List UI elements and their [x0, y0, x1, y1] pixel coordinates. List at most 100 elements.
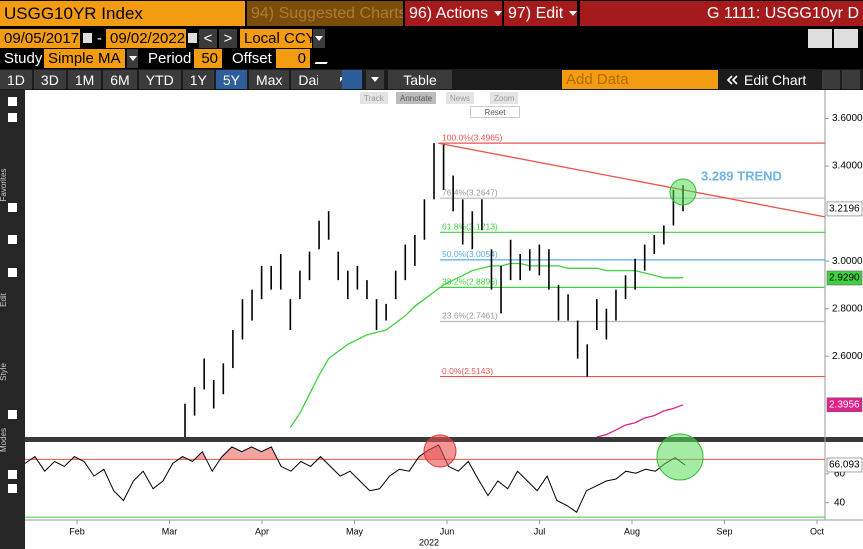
ticker: USGG10YR Index — [4, 3, 143, 23]
x-tick-label: May — [346, 526, 364, 536]
calendar-icon[interactable] — [83, 33, 92, 43]
chart-tool[interactable]: Annotate — [396, 92, 437, 104]
period-value: 50 — [201, 50, 218, 67]
currency-field[interactable]: Local CCY — [240, 29, 312, 48]
period-button[interactable]: Max — [248, 70, 290, 89]
redo-button[interactable] — [834, 29, 858, 48]
offset-text: Offset — [232, 50, 272, 67]
caret — [494, 11, 502, 16]
expand-icon[interactable] — [842, 70, 860, 89]
sidebar-icon[interactable] — [8, 97, 17, 106]
caret — [315, 36, 323, 41]
period-button[interactable]: 1Y — [182, 70, 214, 89]
calendar-icon[interactable] — [188, 33, 197, 43]
period-button[interactable]: 5Y — [215, 70, 247, 89]
period-field[interactable]: 50 — [194, 49, 222, 68]
x-tick-label: Feb — [69, 526, 85, 536]
fib-label: 100.0%(3.4965) — [442, 132, 503, 142]
line-icon[interactable] — [318, 70, 340, 89]
offset-field[interactable]: 0 — [276, 49, 310, 68]
sidebar-icon[interactable] — [8, 113, 17, 122]
suggested-label: 94) Suggested Charts — [251, 4, 403, 22]
actions-button[interactable]: 96) Actions — [405, 1, 502, 26]
undo-button[interactable] — [808, 29, 832, 48]
start-date-text: 09/05/2017 — [4, 30, 80, 47]
next-button[interactable]: > — [219, 29, 237, 48]
sidebar-icon[interactable] — [8, 235, 17, 244]
y-tick-label: 3.4000 — [832, 161, 863, 172]
period-button[interactable]: YTD — [138, 70, 181, 89]
x-tick-label: Jul — [534, 526, 546, 536]
x-tick-label: Oct — [810, 526, 825, 536]
bar-icon[interactable] — [342, 70, 362, 89]
separator: - — [97, 30, 102, 47]
sidebar-label: Favorites — [0, 169, 8, 202]
study-dropdown[interactable] — [127, 49, 138, 68]
page-title: G 1111: USGG10yr D — [580, 1, 863, 26]
caret — [128, 56, 137, 61]
sidebar-label: Modes — [0, 428, 8, 452]
period-button[interactable]: 1D — [0, 70, 32, 89]
start-date[interactable]: 09/05/2017 — [0, 29, 80, 48]
currency-dropdown[interactable] — [313, 29, 325, 48]
suggested-button[interactable]: 94) Suggested Charts — [247, 1, 403, 26]
sidebar-icon[interactable] — [8, 470, 17, 479]
sidebar-icon[interactable] — [8, 484, 17, 493]
add-data-label: Add Data — [566, 71, 629, 88]
sidebar-icon[interactable] — [8, 410, 17, 419]
study-text: Study — [4, 50, 43, 67]
sidebar-label: Style — [0, 363, 8, 381]
last-value-label: 2.3956 — [829, 399, 860, 410]
x-tick-label: Sep — [716, 526, 732, 536]
edit-chart-label: Edit Chart — [744, 71, 807, 88]
x-tick-label: Apr — [255, 526, 269, 536]
caret — [371, 77, 379, 82]
settings-icon[interactable] — [822, 70, 840, 89]
next: > — [223, 30, 233, 47]
caret — [569, 11, 577, 16]
last-value-box — [826, 201, 863, 217]
edit-button[interactable]: 97) Edit — [504, 1, 577, 26]
period-button[interactable]: 6M — [103, 70, 137, 89]
ma50-line — [289, 262, 683, 428]
last-value-label: 66.093 — [829, 460, 860, 471]
y-tick-label: 2.6000 — [832, 351, 863, 362]
offset-value: 0 — [297, 50, 306, 67]
edit-chart-button[interactable]: Edit Chart — [722, 70, 810, 89]
sidebar-icon[interactable] — [8, 268, 17, 277]
chart-dropdown[interactable] — [366, 70, 384, 89]
reset-button[interactable]: Reset — [470, 106, 520, 118]
ma200-line — [596, 404, 684, 437]
pencil-icon[interactable] — [314, 52, 334, 64]
collapse-icon — [726, 74, 738, 85]
prev-button[interactable]: < — [199, 29, 217, 48]
end-date[interactable]: 09/02/2022 — [106, 29, 186, 48]
table-button[interactable]: Table — [388, 70, 452, 89]
x-tick-label: Mar — [162, 526, 178, 536]
y-tick-label: 3.6000 — [832, 113, 863, 124]
study-name: Simple MA — [48, 50, 121, 67]
add-data-field[interactable]: Add Data — [562, 70, 718, 89]
chart-tool[interactable]: News — [446, 92, 475, 104]
last-value-label: 2.9290 — [829, 273, 860, 284]
highlight-circle — [423, 434, 457, 468]
actions-label: 96) Actions — [409, 4, 489, 22]
x-tick-label: Jun — [440, 526, 455, 536]
fib-label: 50.0%(3.0054) — [442, 249, 498, 259]
chart-tool[interactable]: Zoom — [490, 92, 519, 104]
highlight-circle — [656, 433, 704, 481]
fib-label: 76.4%(3.2647) — [442, 187, 498, 197]
period-button[interactable]: 1M — [67, 70, 102, 89]
sidebar-icon[interactable] — [8, 203, 17, 212]
ticker-field[interactable]: USGG10YR Index — [0, 1, 245, 26]
study-field[interactable]: Simple MA — [44, 49, 125, 68]
currency: Local CCY — [244, 30, 312, 47]
trend-line — [437, 142, 826, 218]
period-button[interactable]: 3D — [33, 70, 66, 89]
end-date-text: 09/02/2022 — [110, 30, 186, 47]
fib-label: 61.8%(3.1213) — [442, 222, 498, 232]
rsi-line — [24, 444, 686, 513]
chart-tool[interactable]: Track — [360, 92, 388, 104]
prev: < — [203, 30, 213, 47]
